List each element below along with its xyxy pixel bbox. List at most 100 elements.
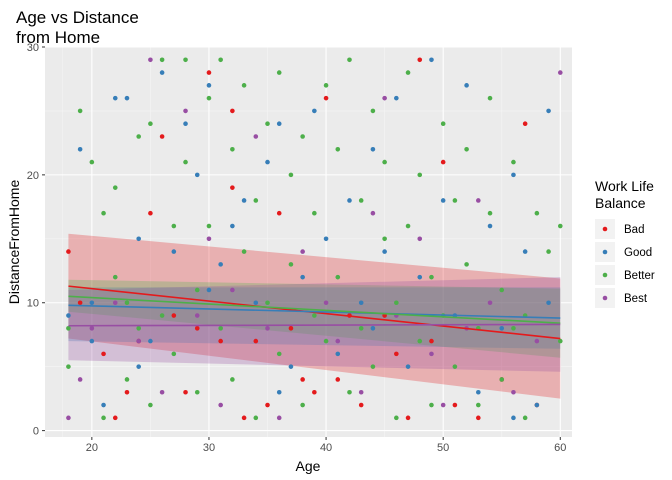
point-better — [335, 146, 341, 152]
point-better — [323, 83, 329, 88]
point-better — [499, 287, 505, 293]
legend-label-best: Best — [624, 293, 648, 305]
point-good — [136, 236, 141, 242]
legend-title-line-1: Work Life — [595, 178, 654, 194]
chart-title-line-1: Age vs Distance — [16, 8, 139, 27]
point-good — [312, 108, 317, 114]
point-best — [417, 236, 423, 242]
point-better — [194, 389, 200, 395]
legend-swatch-good — [602, 249, 608, 255]
point-better — [148, 121, 153, 127]
point-bad — [265, 402, 270, 408]
chart-title: Age vs Distance from Home — [16, 8, 139, 47]
point-bad — [429, 338, 434, 344]
point-good — [464, 83, 469, 88]
point-better — [230, 377, 235, 382]
point-good — [183, 121, 188, 127]
point-bad — [476, 415, 481, 421]
point-better — [300, 134, 305, 139]
point-best — [534, 338, 540, 344]
legend-label-bad: Bad — [624, 224, 644, 236]
point-bad — [276, 210, 282, 216]
point-bad — [183, 389, 188, 395]
point-better — [323, 338, 329, 344]
point-good — [511, 415, 516, 421]
point-good — [124, 95, 130, 101]
point-better — [183, 159, 188, 165]
point-best — [382, 95, 387, 101]
trend-better — [68, 295, 561, 324]
point-good — [370, 326, 376, 331]
y-tick-label: 10 — [27, 298, 39, 310]
point-best — [77, 377, 83, 382]
y-axis-title: DistanceFromHome — [6, 180, 22, 305]
point-bad — [66, 249, 71, 254]
point-best — [440, 402, 446, 408]
point-better — [89, 159, 95, 165]
point-good — [230, 223, 235, 229]
legend-swatch-best — [602, 295, 608, 301]
point-good — [534, 402, 540, 408]
point-bad — [440, 159, 446, 165]
point-best — [487, 300, 493, 306]
legend-title-line-2: Balance — [595, 195, 646, 211]
point-bad — [241, 415, 247, 421]
point-better — [124, 300, 130, 306]
trend-best — [68, 323, 561, 327]
point-better — [358, 326, 364, 331]
point-best — [230, 287, 235, 293]
point-good — [499, 326, 505, 331]
point-good — [101, 402, 106, 408]
plot-panel — [45, 47, 572, 437]
point-better — [66, 326, 71, 331]
point-best — [112, 300, 118, 306]
point-better — [77, 108, 83, 114]
point-good — [476, 389, 481, 395]
point-better — [499, 377, 505, 382]
point-best — [476, 198, 481, 203]
point-best — [66, 415, 71, 421]
point-better — [347, 389, 352, 395]
point-bad — [230, 108, 235, 114]
point-good — [253, 300, 259, 306]
point-good — [276, 121, 282, 127]
point-best — [206, 236, 212, 242]
point-good — [89, 300, 95, 306]
point-bad — [112, 415, 118, 421]
point-best — [358, 389, 364, 395]
point-good — [429, 57, 434, 63]
point-bad — [335, 377, 341, 382]
point-better — [159, 313, 165, 318]
point-good — [417, 274, 423, 280]
point-best — [335, 338, 341, 344]
point-better — [253, 198, 259, 203]
point-better — [557, 338, 563, 344]
point-good — [511, 172, 516, 178]
y-axis: 0 10 20 30 — [27, 42, 45, 438]
point-good — [112, 95, 118, 101]
point-good — [148, 338, 153, 344]
point-better — [546, 249, 551, 254]
point-bad — [218, 338, 223, 344]
point-best — [370, 210, 376, 216]
point-best — [159, 389, 165, 395]
point-better — [312, 210, 317, 216]
point-better — [382, 236, 387, 242]
point-bad — [171, 313, 177, 318]
point-good — [194, 172, 200, 178]
point-bad — [417, 57, 423, 63]
point-better — [405, 70, 411, 75]
point-good — [546, 300, 551, 306]
point-better — [370, 364, 376, 369]
y-tick-label: 0 — [33, 426, 39, 438]
point-best — [148, 57, 153, 63]
point-better — [452, 198, 458, 203]
legend-swatch-better — [602, 272, 608, 278]
point-better — [464, 262, 469, 267]
point-better — [405, 223, 411, 229]
point-better — [148, 402, 153, 408]
point-better — [476, 402, 481, 408]
y-tick-label: 30 — [27, 42, 39, 54]
point-better — [312, 313, 317, 318]
